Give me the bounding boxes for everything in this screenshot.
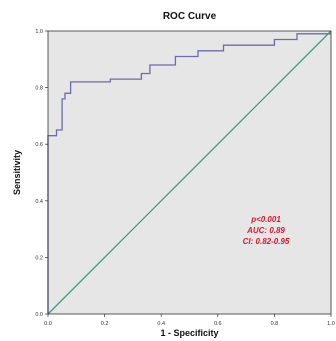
chart-title: ROC Curve xyxy=(163,11,217,22)
y-axis-title: Sensitivity xyxy=(12,150,22,195)
y-tick-label: 0.8 xyxy=(35,86,43,92)
annotation-ci: CI: 0.82-0.95 xyxy=(243,237,290,246)
annotation-p-value: p<0.001 xyxy=(250,215,281,224)
reference-diagonal-line xyxy=(47,30,332,315)
y-tick-label: 1.0 xyxy=(35,29,43,35)
y-tick-label: 0.2 xyxy=(35,255,43,261)
x-tick-label: 0.2 xyxy=(101,321,109,327)
x-tick-label: 1.0 xyxy=(327,321,335,327)
y-tick-label: 0.4 xyxy=(35,199,43,205)
y-tick-label: 0.0 xyxy=(35,312,43,318)
x-tick-label: 0.6 xyxy=(214,321,222,327)
x-tick-label: 0.0 xyxy=(44,321,52,327)
y-tick-label: 0.6 xyxy=(35,142,43,148)
annotation-auc: AUC: 0.89 xyxy=(246,226,285,235)
x-tick-label: 0.8 xyxy=(271,321,279,327)
roc-curve-line xyxy=(47,33,331,314)
x-tick-label: 0.4 xyxy=(157,321,165,327)
axis-ticks: 0.0 0.2 0.4 0.6 0.8 1.0 0.0 0.2 0.4 0.6 0.8 1.0 xyxy=(35,29,334,327)
plot-frame xyxy=(47,30,332,315)
x-axis-title: 1 - Specificity xyxy=(160,328,218,338)
